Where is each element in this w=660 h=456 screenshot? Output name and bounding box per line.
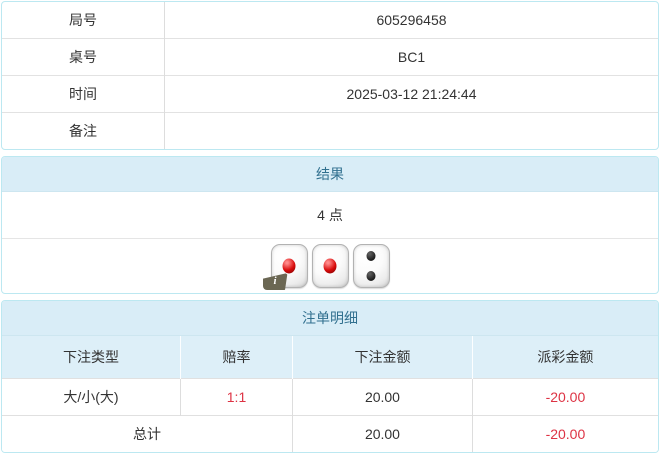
odds-cell: 1:1	[179, 378, 293, 416]
bet-details-title: 注单明细	[2, 301, 658, 336]
table-number-label: 桌号	[2, 38, 165, 76]
result-points: 4 点	[2, 192, 658, 239]
bet-type-cell: 大/小(大)	[2, 378, 181, 416]
remark-label: 备注	[2, 112, 165, 149]
payout-amount-cell: -20.00	[471, 378, 658, 416]
result-panel: 结果 4 点 i	[1, 156, 659, 294]
total-label-cell: 总计	[2, 415, 293, 452]
die-pip	[366, 271, 376, 282]
die-3-value-2	[352, 244, 390, 288]
bet-details-panel: 注单明细 下注类型 赔率 下注金额 派彩金额 大/小(大) 1:1 20.00 …	[1, 300, 659, 453]
col-payout-amount: 派彩金额	[471, 336, 658, 379]
result-panel-title: 结果	[2, 157, 658, 192]
bets-header-row: 下注类型 赔率 下注金额 派彩金额	[2, 336, 658, 379]
total-row: 总计 20.00 -20.00	[2, 415, 658, 452]
round-id-value: 605296458	[164, 2, 658, 39]
time-label: 时间	[2, 75, 165, 113]
col-odds: 赔率	[179, 336, 293, 379]
result-info-icon[interactable]: i	[262, 273, 288, 290]
table-row: 局号 605296458	[2, 2, 658, 39]
table-row: 备注	[2, 112, 658, 149]
die-pip	[323, 258, 337, 274]
dice-row: i	[2, 239, 658, 293]
bet-amount-cell: 20.00	[292, 378, 473, 416]
round-id-label: 局号	[69, 12, 97, 28]
bet-row: 大/小(大) 1:1 20.00 -20.00	[2, 378, 658, 416]
remark-value	[164, 112, 658, 149]
table-number-value: BC1	[164, 38, 658, 76]
col-bet-type: 下注类型	[2, 336, 181, 379]
die-pip	[366, 250, 376, 261]
game-info-table: 局号 605296458 桌号 BC1 时间 2025-03-12 21:24:…	[2, 2, 658, 149]
game-info-panel: 局号 605296458 桌号 BC1 时间 2025-03-12 21:24:…	[1, 1, 659, 150]
col-bet-amount: 下注金额	[292, 336, 473, 379]
die-pip	[282, 258, 296, 274]
table-row: 时间 2025-03-12 21:24:44	[2, 75, 658, 113]
time-value: 2025-03-12 21:24:44	[164, 75, 658, 113]
bets-table: 下注类型 赔率 下注金额 派彩金额 大/小(大) 1:1 20.00 -20.0…	[2, 336, 658, 452]
table-row: 桌号 BC1	[2, 38, 658, 76]
die-1-value-1: i	[262, 244, 308, 290]
die-2-value-1	[311, 244, 349, 288]
total-payout-cell: -20.00	[471, 415, 658, 452]
total-amount-cell: 20.00	[292, 415, 473, 452]
